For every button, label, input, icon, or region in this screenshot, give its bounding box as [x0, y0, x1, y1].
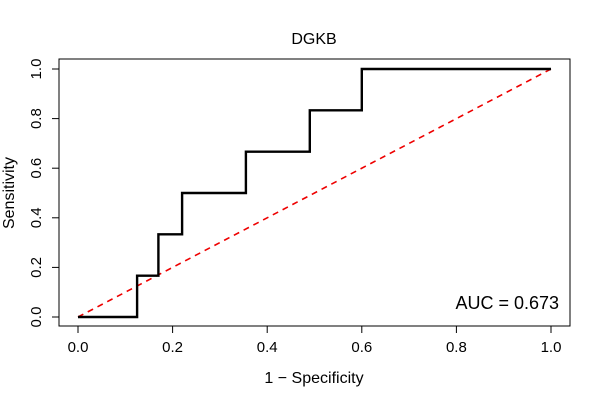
y-tick-label: 0.6	[28, 158, 45, 179]
x-axis: 0.0 0.2 0.4 0.6 0.8 1.0	[68, 325, 562, 356]
y-tick-label: 0.8	[28, 108, 45, 129]
y-axis-label: Sensitivity	[1, 157, 18, 229]
chart-title: DGKB	[291, 31, 336, 48]
y-tick-label: 0.4	[28, 207, 45, 228]
x-tick-label: 1.0	[541, 339, 562, 356]
x-tick-label: 0.6	[351, 339, 372, 356]
y-tick-label: 1.0	[28, 59, 45, 80]
roc-curve	[78, 67, 551, 319]
reference-diagonal-line	[77, 68, 552, 318]
x-tick-label: 0.2	[162, 339, 183, 356]
x-axis-label: 1 − Specificity	[264, 370, 363, 387]
x-tick-label: 0.8	[446, 339, 467, 356]
y-axis: 0.0 0.2 0.4 0.6 0.8 1.0	[28, 59, 60, 328]
y-tick-label: 0.0	[28, 307, 45, 328]
x-tick-label: 0.0	[68, 339, 89, 356]
x-tick-label: 0.4	[257, 339, 278, 356]
y-tick-label: 0.2	[28, 257, 45, 278]
auc-annotation: AUC = 0.673	[455, 293, 559, 313]
series-layer	[77, 67, 552, 319]
